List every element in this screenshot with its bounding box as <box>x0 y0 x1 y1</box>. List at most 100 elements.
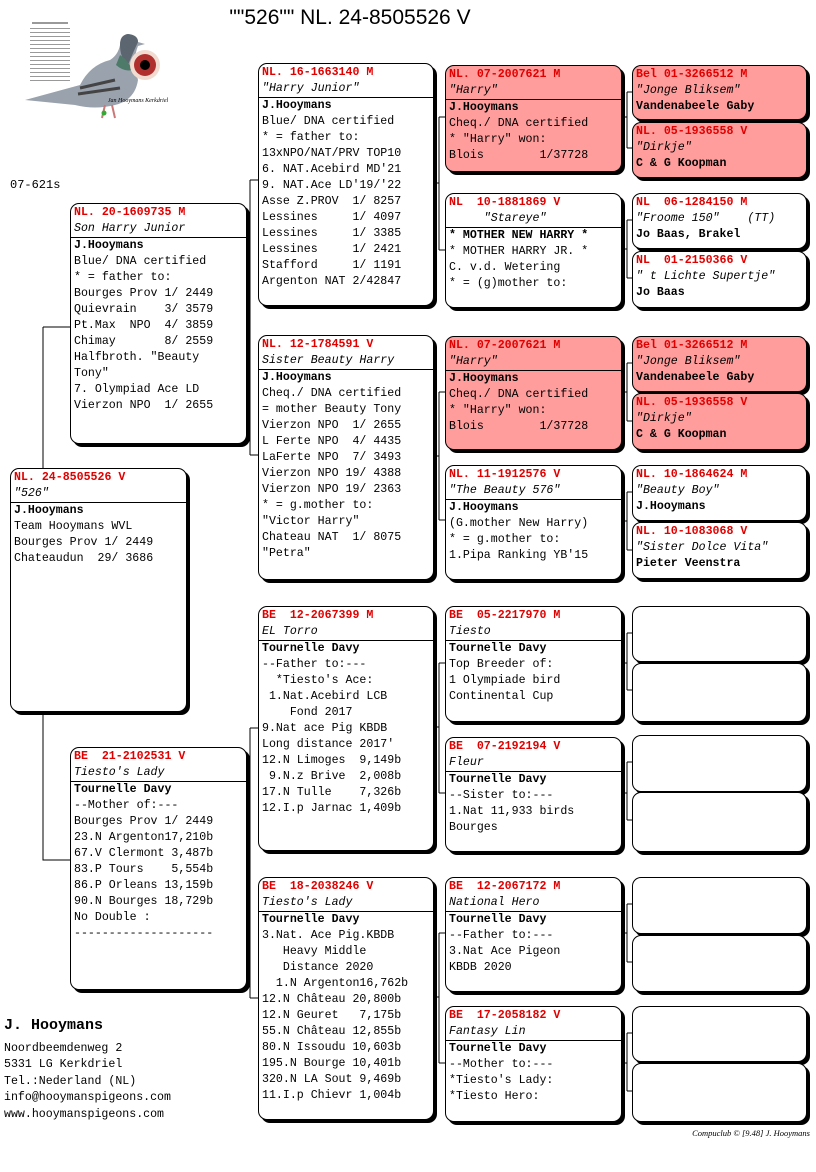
pigeon-info-line: *Tiesto's Lady: <box>449 1074 554 1087</box>
pigeon-info-line: C & G Koopman <box>636 428 727 441</box>
pigeon-info-line: 195.N Bourge 10,401b <box>262 1057 402 1070</box>
pigeon-card-gen4[interactable]: NL. 10-1864624 M "Beauty Boy" J.Hooymans <box>632 465 807 521</box>
website-link[interactable]: www.hooymanspigeons.com <box>4 1107 165 1121</box>
pigeon-info-line: Lessines 1/ 4097 <box>262 211 402 224</box>
pigeon-info-line: 1.N Argenton16,762b <box>262 977 409 990</box>
pigeon-card-gen4[interactable]: NL. 10-1083068 V "Sister Dolce Vita" Piete… <box>632 522 807 579</box>
pigeon-name: "Froome 150" (TT) <box>636 212 776 225</box>
pigeon-card-gen4[interactable] <box>632 877 807 934</box>
pigeon-info-line: Heavy Middle <box>262 945 367 958</box>
pigeon-card-gen2[interactable]: BE 12-2067399 M EL Torro Tournelle Davy --F… <box>258 606 434 851</box>
pigeon-info-line: Tournelle Davy <box>74 783 172 796</box>
pigeon-card-gen3[interactable]: BE 05-2217970 M Tiesto Tournelle Davy Top B… <box>445 606 622 722</box>
postcode-line: 5331 LG Kerkdriel <box>4 1058 123 1071</box>
pigeon-card-gen3[interactable]: NL 10-1881869 V "Stareye" * MOTHER NEW HA… <box>445 193 622 308</box>
pigeon-info-line: Vierzon NPO 1/ 2655 <box>262 419 402 432</box>
pigeon-info-line: Blue/ DNA certified <box>262 115 395 128</box>
pigeon-card-gen4[interactable] <box>632 792 807 852</box>
pigeon-info-line: Top Breeder of: <box>449 658 554 671</box>
pigeon-card-gen3[interactable]: BE 07-2192194 V Fleur Tournelle Davy --Sist… <box>445 737 622 852</box>
pigeon-info-line: Quievrain 3/ 3579 <box>74 303 214 316</box>
pigeon-card-gen4[interactable]: NL 06-1284150 M "Froome 150" (TT) Jo Baas,… <box>632 193 807 249</box>
pigeon-card-gen4[interactable]: NL 01-2150366 V " t Lichte Supertje" Jo Ba… <box>632 251 807 308</box>
email-link[interactable]: info@hooymanspigeons.com <box>4 1091 171 1104</box>
pigeon-info-line: Cheq./ DNA certified <box>262 387 402 400</box>
ring-number: NL. 11-1912576 V <box>449 468 561 481</box>
pigeon-info-line: C. v.d. Wetering <box>449 261 561 274</box>
pigeon-name: "Jonge Bliksem" <box>636 355 741 368</box>
pigeon-info-line: --Father to:--- <box>449 929 554 942</box>
pigeon-info-line: Vierzon NPO 1/ 2655 <box>74 399 214 412</box>
ring-number: NL. 20-1609735 M <box>74 206 186 219</box>
pigeon-info-line: Blois 1/37728 <box>449 420 589 433</box>
pigeon-card-gen3[interactable]: NL. 07-2007621 M "Harry" J.Hooymans Cheq./ … <box>445 336 622 450</box>
pigeon-name: "Sister Dolce Vita" <box>636 541 769 554</box>
pigeon-info-line: J.Hooymans <box>449 501 519 514</box>
pedigree-code: 07-621s <box>10 178 61 192</box>
ring-number: BE 12-2067172 M <box>449 880 561 893</box>
pigeon-card-gen3[interactable]: NL. 07-2007621 M "Harry" J.Hooymans Cheq./ … <box>445 65 622 172</box>
pigeon-card-gen4[interactable] <box>632 735 807 792</box>
pigeon-info-line: 67.V Clermont 3,487b <box>74 847 214 860</box>
pigeon-card-gen4[interactable] <box>632 935 807 992</box>
pigeon-info-line: Chimay 8/ 2559 <box>74 335 214 348</box>
pigeon-card-gen2[interactable]: NL. 12-1784591 V Sister Beauty Harry J.Hoo… <box>258 335 434 580</box>
pigeon-info-line: Tournelle Davy <box>449 773 547 786</box>
pigeon-info-line: J.Hooymans <box>262 99 332 112</box>
pigeon-info-line: J.Hooymans <box>449 101 519 114</box>
ring-number: NL 06-1284150 M <box>636 196 748 209</box>
pigeon-card-gen2[interactable]: NL. 16-1663140 M "Harry Junior" J.Hooymans… <box>258 63 434 306</box>
pigeon-name: "Harry" <box>446 354 621 371</box>
pigeon-info-line: J.Hooymans <box>74 239 144 252</box>
pigeon-name: "Beauty Boy" <box>636 484 720 497</box>
pigeon-card-gen4[interactable] <box>632 663 807 722</box>
pigeon-card-gen3[interactable]: BE 12-2067172 M National Hero Tournelle Da… <box>445 877 622 992</box>
pigeon-info-line: Pieter Veenstra <box>636 557 741 570</box>
pigeon-name: "The Beauty 576" <box>446 483 621 500</box>
ring-number: BE 18-2038246 V <box>262 880 374 893</box>
ring-number: Bel 01-3266512 M <box>636 339 748 352</box>
pigeon-info-line: Cheq./ DNA certified <box>449 117 589 130</box>
pigeon-info-line: 83.P Tours 5,554b <box>74 863 214 876</box>
pigeon-card-gen4[interactable]: NL. 05-1936558 V "Dirkje" C & G Koopman <box>632 122 807 178</box>
pigeon-card-gen4[interactable] <box>632 1006 807 1062</box>
ring-number: BE 17-2058182 V <box>449 1009 561 1022</box>
pigeon-card-gen4[interactable]: Bel 01-3266512 M "Jonge Bliksem" Vandenabe… <box>632 65 807 120</box>
photo-caption: Jan Hooymans Kerkdriel <box>108 98 169 104</box>
pigeon-name: EL Torro <box>259 624 433 641</box>
pigeon-card-main[interactable]: NL. 24-8505526 V "526" J.Hooymans Team Hooy… <box>10 468 187 712</box>
pigeon-info-line: (G.mother New Harry) <box>449 517 589 530</box>
pigeon-info-line: Fond 2017 <box>262 706 353 719</box>
pigeon-info-line: 11.I.p Chievr 1,004b <box>262 1089 402 1102</box>
pigeon-info-line: 7. Olympiad Ace LD <box>74 383 200 396</box>
pigeon-info-line: 3.Nat Ace Pigeon <box>449 945 561 958</box>
ring-number: NL. 12-1784591 V <box>262 338 374 351</box>
pigeon-card-gen4[interactable] <box>632 606 807 662</box>
pigeon-card-gen3[interactable]: BE 17-2058182 V Fantasy Lin Tournelle Davy… <box>445 1006 622 1122</box>
pigeon-info-line: 12.N Château 20,800b <box>262 993 402 1006</box>
pigeon-info-line: 13xNPO/NAT/PRV TOP10 <box>262 147 402 160</box>
pigeon-card-gen4[interactable]: NL. 05-1936558 V "Dirkje" C & G Koopman <box>632 393 807 450</box>
pigeon-info-line: Tony" <box>74 367 109 380</box>
pigeon-info-line: Blue/ DNA certified <box>74 255 207 268</box>
pigeon-card-gen3[interactable]: NL. 11-1912576 V "The Beauty 576" J.Hooyma… <box>445 465 622 580</box>
ring-number: NL. 05-1936558 V <box>636 125 748 138</box>
pigeon-card-gen4[interactable] <box>632 1063 807 1122</box>
pigeon-info-line: * = father to: <box>262 131 360 144</box>
pigeon-name: Tiesto's Lady <box>259 895 433 912</box>
pigeon-card-gen1[interactable]: BE 21-2102531 V Tiesto's Lady Tournelle Da… <box>70 747 247 990</box>
pigeon-info-line: 9.Nat ace Pig KBDB <box>262 722 388 735</box>
pigeon-info-line: * = g.mother to: <box>262 499 374 512</box>
pigeon-info-line: 55.N Château 12,855b <box>262 1025 402 1038</box>
ring-number: NL. 24-8505526 V <box>14 471 126 484</box>
pigeon-info-line: Halfbroth. "Beauty <box>74 351 200 364</box>
ring-number: BE 05-2217970 M <box>449 609 561 622</box>
pigeon-card-gen4[interactable]: Bel 01-3266512 M "Jonge Bliksem" Vandenabe… <box>632 336 807 392</box>
pigeon-info-line: Chateaudun 29/ 3686 <box>14 552 154 565</box>
pigeon-info-line: 6. NAT.Acebird MD'21 <box>262 163 402 176</box>
pigeon-card-gen1[interactable]: NL. 20-1609735 M Son Harry Junior J.Hooyma… <box>70 203 247 444</box>
pigeon-card-gen2[interactable]: BE 18-2038246 V Tiesto's Lady Tournelle Da… <box>258 877 434 1120</box>
pigeon-info-line: Argenton NAT 2/42847 <box>262 275 402 288</box>
pigeon-info-line: 320.N LA Sout 9,469b <box>262 1073 402 1086</box>
pigeon-info-line: 12.I.p Jarnac 1,409b <box>262 802 402 815</box>
